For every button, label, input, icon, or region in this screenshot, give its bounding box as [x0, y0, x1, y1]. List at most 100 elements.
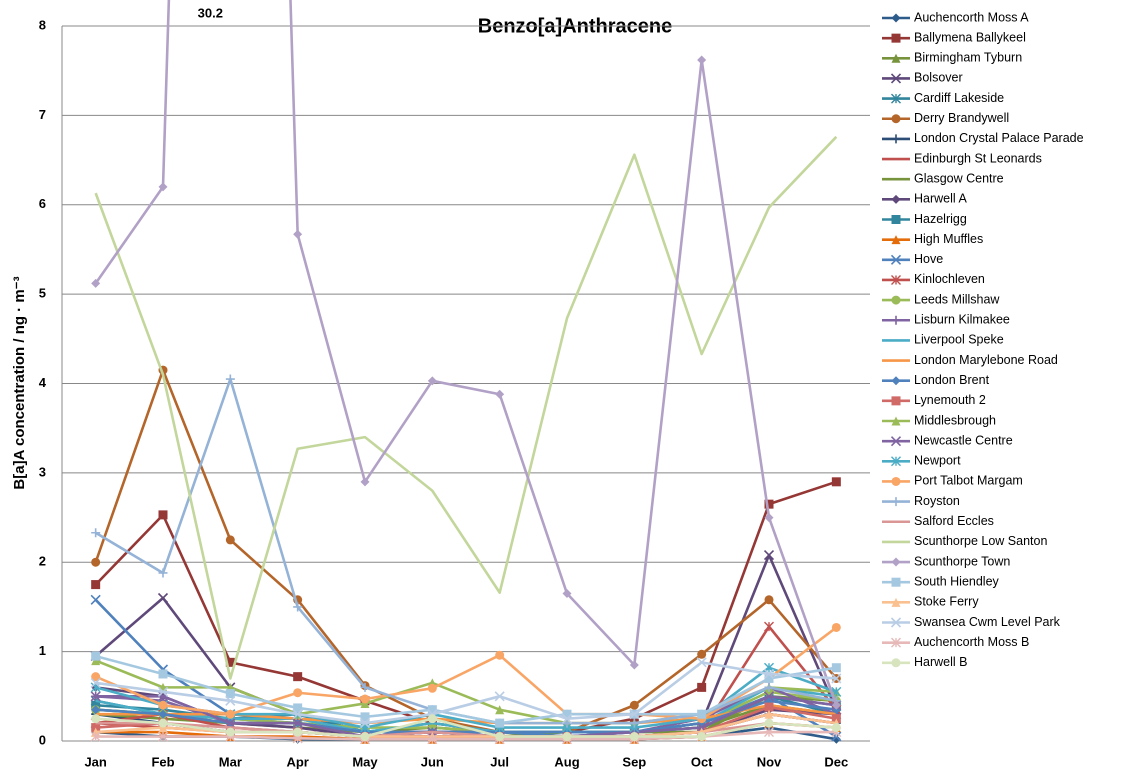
marker [764, 682, 774, 692]
marker [91, 705, 101, 715]
marker [697, 55, 707, 65]
marker [157, 592, 169, 604]
legend-label: Derry Brandywell [914, 111, 1009, 125]
legend-label: Cardiff Lakeside [914, 91, 1004, 105]
marker [697, 682, 707, 692]
legend: Auchencorth Moss A Ballymena Ballykeel Bir… [882, 10, 1084, 669]
legend-label: London Crystal Palace Parade [914, 131, 1084, 145]
marker [697, 649, 707, 659]
series-line [95, 730, 837, 741]
marker [891, 33, 901, 43]
marker [891, 658, 901, 668]
marker [891, 315, 901, 325]
marker [293, 703, 303, 713]
y-axis-title: B[a]A concentration / ng · m⁻³ [11, 276, 28, 489]
marker [629, 709, 640, 720]
x-tick-label: Mar [219, 754, 242, 769]
marker [891, 235, 901, 245]
marker [891, 577, 901, 587]
series-line [95, 699, 837, 734]
plot [90, 0, 842, 745]
marker [891, 53, 901, 63]
marker [831, 673, 842, 684]
marker [293, 672, 303, 682]
marker [91, 557, 101, 567]
marker [494, 691, 505, 702]
marker [91, 278, 101, 288]
marker [891, 456, 901, 467]
marker [763, 691, 775, 702]
legend-label: Kinlochleven [914, 272, 985, 286]
marker [158, 510, 168, 520]
marker [360, 732, 370, 742]
x-tick-label: Sep [622, 754, 646, 769]
marker [562, 732, 572, 742]
legend-label: High Muffles [914, 232, 983, 246]
marker [764, 595, 774, 605]
legend-label: London Marylebone Road [914, 353, 1058, 367]
x-tick-label: Jul [490, 754, 509, 769]
y-tick-label: 2 [39, 554, 46, 569]
legend-label: Lynemouth 2 [914, 393, 986, 407]
x-tick-label: Apr [286, 754, 308, 769]
legend-label: Harwell B [914, 655, 968, 669]
legend-label: Hazelrigg [914, 212, 967, 226]
series-line [94, 0, 838, 706]
series-line [95, 717, 837, 738]
legend-label: Ballymena Ballykeel [914, 30, 1026, 44]
marker [891, 376, 901, 386]
x-tick-label: Dec [824, 754, 848, 769]
y-tick-label: 5 [39, 286, 46, 301]
marker [629, 660, 639, 670]
marker [562, 589, 572, 599]
legend-label: Auchencorth Moss B [914, 635, 1029, 649]
y-tick-label: 4 [39, 375, 47, 390]
marker [360, 477, 370, 487]
marker [891, 497, 901, 507]
legend-label: Lisburn Kilmakee [914, 313, 1010, 327]
marker [360, 682, 370, 692]
marker [831, 723, 841, 733]
legend-label: Edinburgh St Leonards [914, 151, 1042, 165]
legend-label: Newport [914, 454, 961, 468]
marker [91, 528, 101, 538]
series-line [95, 626, 838, 720]
y-tick-label: 3 [39, 464, 46, 479]
marker [292, 718, 303, 729]
marker [427, 734, 438, 745]
legend-label: Newcastle Centre [914, 433, 1013, 447]
marker [764, 621, 774, 632]
marker [293, 602, 303, 612]
legend-label: Glasgow Centre [914, 171, 1004, 185]
legend-label: Stoke Ferry [914, 595, 979, 609]
marker [360, 694, 370, 704]
marker [293, 229, 303, 239]
marker [561, 713, 573, 724]
marker [158, 709, 168, 719]
marker [831, 700, 841, 710]
x-tick-label: Jun [421, 754, 444, 769]
legend-label: Harwell A [914, 192, 967, 206]
legend-label: Hove [914, 252, 943, 266]
y-tick-label: 6 [39, 196, 46, 211]
legend-label: Swansea Cwm Level Park [914, 615, 1061, 629]
series-line [95, 661, 837, 725]
marker [90, 677, 101, 688]
legend-label: Auchencorth Moss A [914, 10, 1029, 24]
marker [360, 712, 370, 722]
marker [891, 93, 901, 104]
marker [891, 274, 901, 285]
marker [629, 700, 639, 710]
marker [764, 709, 774, 719]
marker [90, 731, 101, 742]
legend-label: Liverpool Speke [914, 333, 1004, 347]
marker [158, 669, 168, 679]
marker [831, 734, 841, 744]
marker [158, 182, 168, 192]
legend-label: Leeds Millshaw [914, 292, 1000, 306]
marker [891, 597, 901, 607]
marker [764, 673, 774, 683]
grid: 0 1 2 3 4 5 6 7 8 Jan Feb Mar Apr May Jun Jul Aug Sep Oct N… [39, 17, 870, 769]
marker [427, 376, 437, 386]
legend-label: Royston [914, 494, 960, 508]
